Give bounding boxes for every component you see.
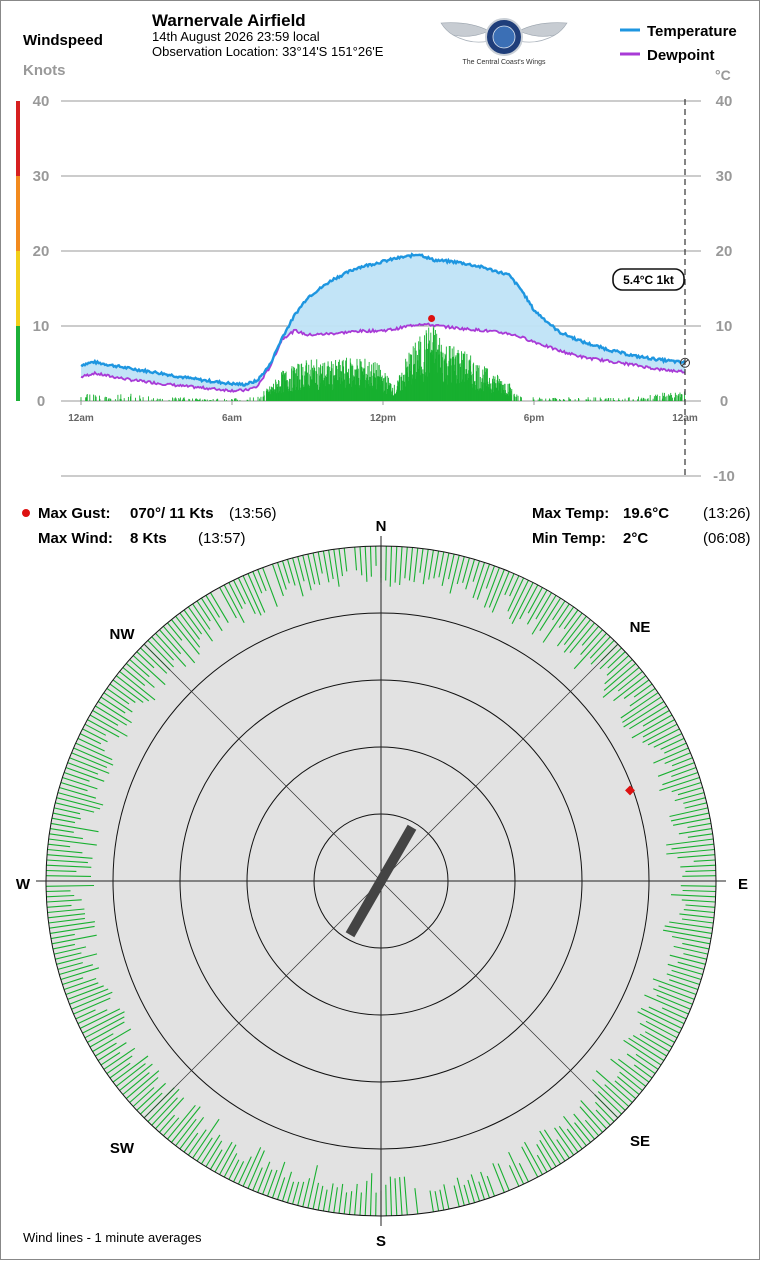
compass-n: N <box>376 518 387 535</box>
legend-temperature: Temperature <box>647 23 737 40</box>
celsius-label: °C <box>715 67 731 83</box>
rose-wind-line <box>681 886 716 887</box>
left-tick-label: 30 <box>33 168 50 185</box>
compass-sw: SW <box>110 1140 135 1157</box>
max-wind-value: 8 Kts <box>130 530 167 547</box>
station-title: Warnervale Airfield <box>152 11 306 30</box>
right-tick-label: 0 <box>720 393 728 410</box>
windspeed-series <box>81 325 685 401</box>
rose-wind-line <box>46 891 70 892</box>
legend-dewpoint: Dewpoint <box>647 47 715 64</box>
x-tick-label: 12am <box>68 413 94 424</box>
max-temp-value: 19.6°C <box>623 505 669 522</box>
max-temp-time: (13:26) <box>703 505 751 522</box>
x-tick-label: 6am <box>222 413 242 424</box>
footer-note: Wind lines - 1 minute averages <box>23 1230 202 1245</box>
knots-label: Knots <box>23 62 66 79</box>
temp-dewpoint-band <box>81 254 685 392</box>
chart-series <box>81 254 690 401</box>
compass-ne: NE <box>630 619 651 636</box>
compass-se: SE <box>630 1133 650 1150</box>
logo-caption: The Central Coast's Wings <box>462 59 546 66</box>
rose-wind-line <box>682 876 716 877</box>
right-tick-label: -10 <box>713 468 735 485</box>
max-gust-point <box>428 315 435 322</box>
rose-wind-line <box>386 1185 387 1216</box>
max-gust-marker-icon <box>22 509 30 517</box>
right-tick-label: 40 <box>716 93 733 110</box>
logo-wing-right-icon <box>519 23 567 37</box>
rose-wind-line <box>46 876 91 877</box>
left-tick-label: 0 <box>37 393 45 410</box>
x-tick-label: 6pm <box>524 413 545 424</box>
max-wind-time: (13:57) <box>198 530 246 547</box>
max-gust-label: Max Gust: <box>38 505 111 522</box>
rose-wind-line <box>386 546 387 581</box>
compass-s: S <box>376 1233 386 1250</box>
current-readout: 5.4°C 1kt <box>613 269 684 290</box>
x-tick-label: 12pm <box>370 413 396 424</box>
left-tick-label: 40 <box>33 93 50 110</box>
left-tick-label: 20 <box>33 243 50 260</box>
logo-wing-left-icon <box>441 23 489 37</box>
location-line: Observation Location: 33°14'S 151°26'E <box>152 44 384 59</box>
min-temp-label: Min Temp: <box>532 530 606 547</box>
compass-w: W <box>16 876 31 893</box>
left-tick-label: 10 <box>33 318 50 335</box>
date-line: 14th August 2026 23:59 local <box>152 29 320 44</box>
max-wind-label: Max Wind: <box>38 530 113 547</box>
windspeed-label: Windspeed <box>23 32 103 49</box>
right-tick-label: 20 <box>716 243 733 260</box>
max-temp-label: Max Temp: <box>532 505 609 522</box>
right-tick-label: 30 <box>716 168 733 185</box>
club-logo: The Central Coast's Wings <box>441 19 567 66</box>
compass-e: E <box>738 876 748 893</box>
min-temp-time: (06:08) <box>703 530 751 547</box>
wind-rose <box>36 536 726 1226</box>
max-gust-time: (13:56) <box>229 505 277 522</box>
max-gust-value: 070°/ 11 Kts <box>130 505 214 522</box>
legend: Temperature Dewpoint <box>620 23 737 64</box>
current-readout-text: 5.4°C 1kt <box>623 273 674 287</box>
wind-scale-bar <box>16 101 20 401</box>
min-temp-value: 2°C <box>623 530 648 547</box>
compass-nw: NW <box>110 626 136 643</box>
right-tick-label: 10 <box>716 318 733 335</box>
